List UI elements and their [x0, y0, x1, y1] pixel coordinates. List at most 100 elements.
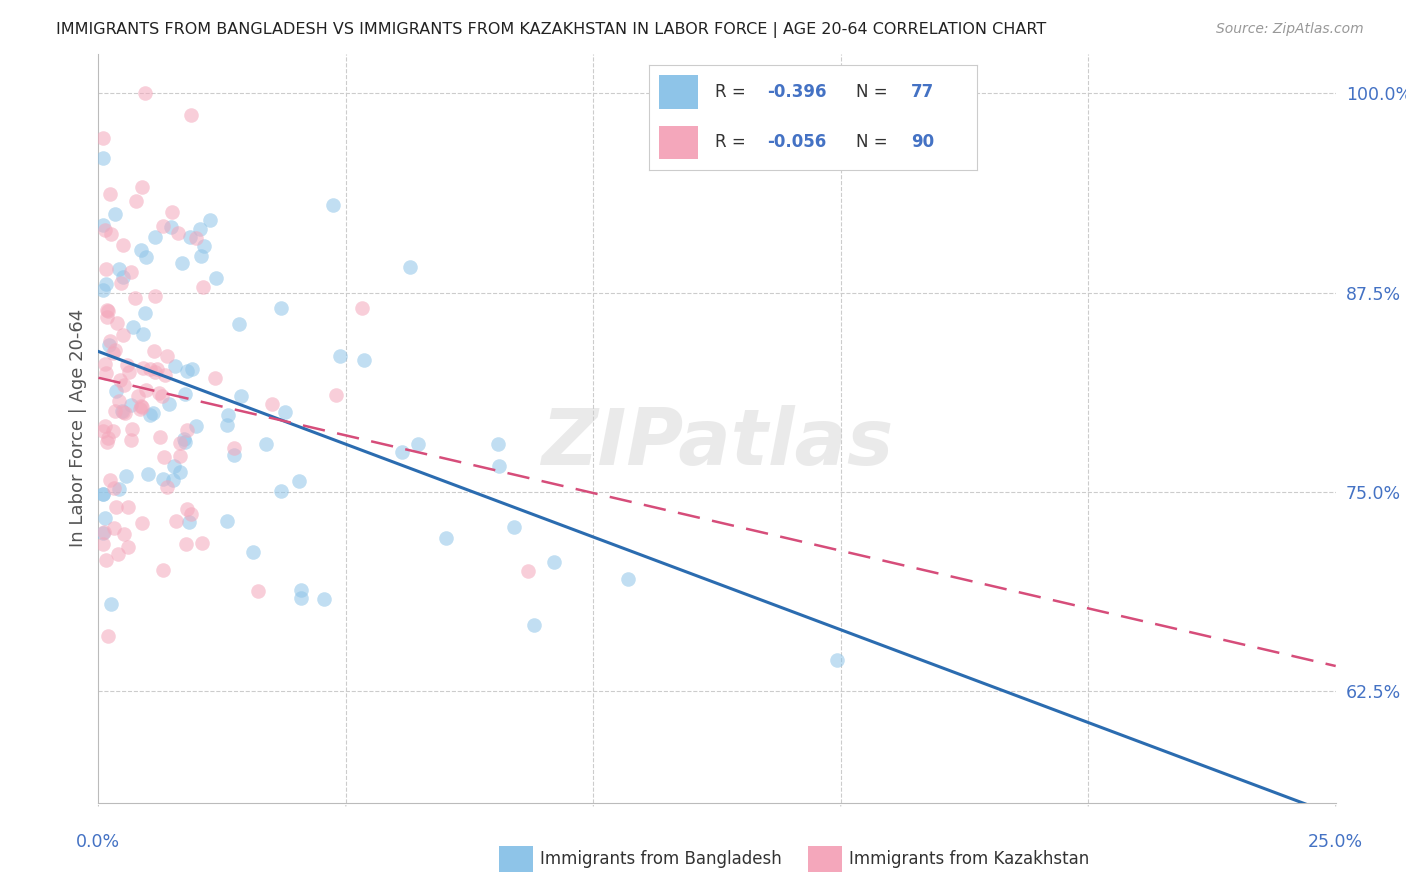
- Point: [134, 306, 156, 320]
- Point: [274, 405, 297, 419]
- Point: [486, 437, 509, 451]
- Point: [167, 226, 190, 240]
- Point: [93, 537, 115, 551]
- Point: [270, 301, 292, 316]
- Point: [228, 318, 250, 332]
- Point: [215, 417, 238, 432]
- Point: [117, 540, 139, 554]
- Point: [104, 207, 127, 221]
- Point: [217, 409, 239, 423]
- Point: [93, 424, 115, 438]
- Point: [117, 500, 139, 514]
- Point: [169, 435, 191, 450]
- Point: [96, 553, 118, 567]
- Point: [256, 437, 278, 451]
- Point: [169, 449, 191, 463]
- Point: [143, 365, 166, 379]
- Point: [543, 555, 565, 569]
- Point: [93, 525, 115, 540]
- Point: [173, 432, 195, 446]
- Point: [156, 480, 179, 494]
- Point: [503, 519, 526, 533]
- Point: [173, 435, 195, 450]
- Point: [162, 473, 184, 487]
- Point: [270, 483, 292, 498]
- Point: [146, 362, 169, 376]
- Point: [120, 433, 142, 447]
- Point: [103, 521, 125, 535]
- Point: [108, 394, 131, 409]
- Point: [242, 544, 264, 558]
- Point: [108, 482, 131, 496]
- Point: [97, 304, 120, 318]
- Point: [110, 276, 132, 290]
- Point: [150, 389, 173, 403]
- Point: [112, 405, 135, 419]
- Point: [124, 291, 146, 305]
- Point: [139, 409, 162, 423]
- Point: [105, 316, 128, 330]
- Point: [399, 260, 422, 274]
- Point: [353, 353, 375, 368]
- Point: [143, 289, 166, 303]
- Point: [96, 434, 118, 449]
- Point: [114, 468, 136, 483]
- Point: [176, 364, 198, 378]
- Point: [112, 526, 135, 541]
- Point: [186, 418, 208, 433]
- Point: [98, 337, 121, 351]
- Point: [104, 384, 127, 398]
- Point: [112, 327, 135, 342]
- Point: [177, 516, 200, 530]
- Point: [516, 564, 538, 578]
- Text: ZIPatlas: ZIPatlas: [541, 405, 893, 481]
- Point: [155, 368, 177, 382]
- Point: [139, 361, 162, 376]
- Point: [131, 180, 153, 194]
- Point: [290, 582, 312, 597]
- Point: [98, 187, 121, 202]
- Point: [127, 389, 149, 403]
- Point: [191, 535, 214, 549]
- Point: [107, 547, 129, 561]
- Point: [135, 250, 157, 264]
- Point: [163, 359, 186, 373]
- Point: [143, 230, 166, 244]
- Point: [111, 237, 134, 252]
- Point: [224, 448, 246, 462]
- Point: [176, 423, 198, 437]
- Point: [152, 472, 174, 486]
- Point: [111, 404, 134, 418]
- Point: [132, 327, 155, 342]
- Point: [112, 377, 135, 392]
- Point: [114, 407, 136, 421]
- Point: [94, 261, 117, 276]
- Point: [129, 399, 152, 413]
- Point: [162, 204, 184, 219]
- Point: [350, 301, 373, 315]
- Point: [96, 277, 118, 292]
- Text: 25.0%: 25.0%: [1308, 833, 1364, 851]
- Point: [152, 219, 174, 234]
- Point: [93, 130, 115, 145]
- Point: [129, 244, 152, 258]
- Point: [104, 343, 127, 357]
- Point: [104, 404, 127, 418]
- Point: [103, 481, 125, 495]
- Point: [149, 430, 172, 444]
- Point: [101, 424, 124, 438]
- Point: [96, 303, 118, 318]
- Point: [129, 402, 152, 417]
- Point: [94, 510, 117, 524]
- Point: [93, 419, 115, 434]
- Point: [97, 430, 120, 444]
- Point: [115, 358, 138, 372]
- Point: [100, 597, 122, 611]
- Point: [391, 444, 413, 458]
- Point: [204, 370, 226, 384]
- Point: [246, 584, 269, 599]
- Point: [111, 269, 134, 284]
- Point: [120, 265, 142, 279]
- Point: [93, 151, 115, 165]
- Point: [93, 487, 115, 501]
